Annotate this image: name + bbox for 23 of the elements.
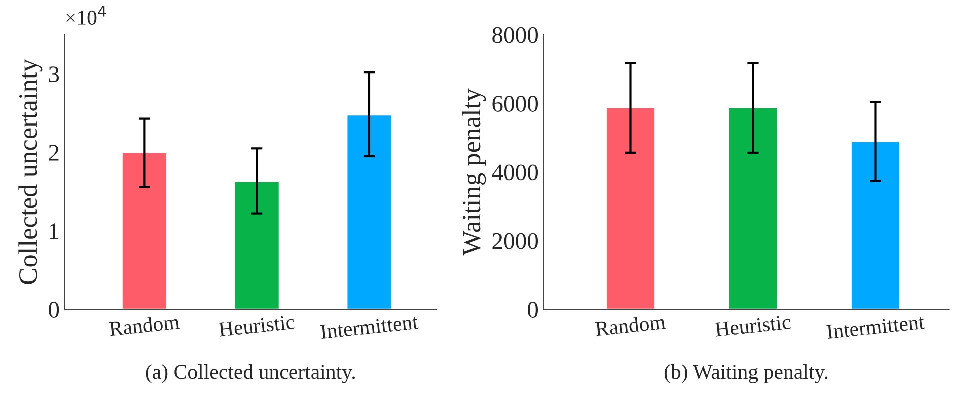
y-tick-label: 0 [49,302,60,318]
y-tick-label: 6000 [492,96,538,112]
x-tick-label: Heuristic [218,315,295,337]
y-tick-label: 0 [528,302,538,318]
y-axis-title: Collected uncertainty [18,59,43,284]
y-tick-label: 1 [50,224,59,240]
bar [346,114,393,310]
x-tick-label: Random [109,314,180,336]
text: (b) Waiting penalty. [664,364,828,384]
bar [234,180,280,310]
y-axis-title: Waiting penalty [462,88,486,256]
bar [122,152,168,310]
x-tick-label: Intermittent [320,315,419,340]
y-tick-label: 3 [49,66,60,83]
y-tick-label: 4000 [492,164,538,181]
text: (a) Collected uncertainty. [146,364,355,384]
x-tick-label: Random [595,314,666,336]
x-tick-label: Intermittent [826,315,926,340]
y-tick-label: 8000 [492,27,538,44]
y-tick-label: 2 [49,145,59,161]
text: ×10$^{4}$ [66,6,106,25]
y-tick-label: 2000 [492,233,538,250]
x-tick-label: Heuristic [714,315,792,337]
